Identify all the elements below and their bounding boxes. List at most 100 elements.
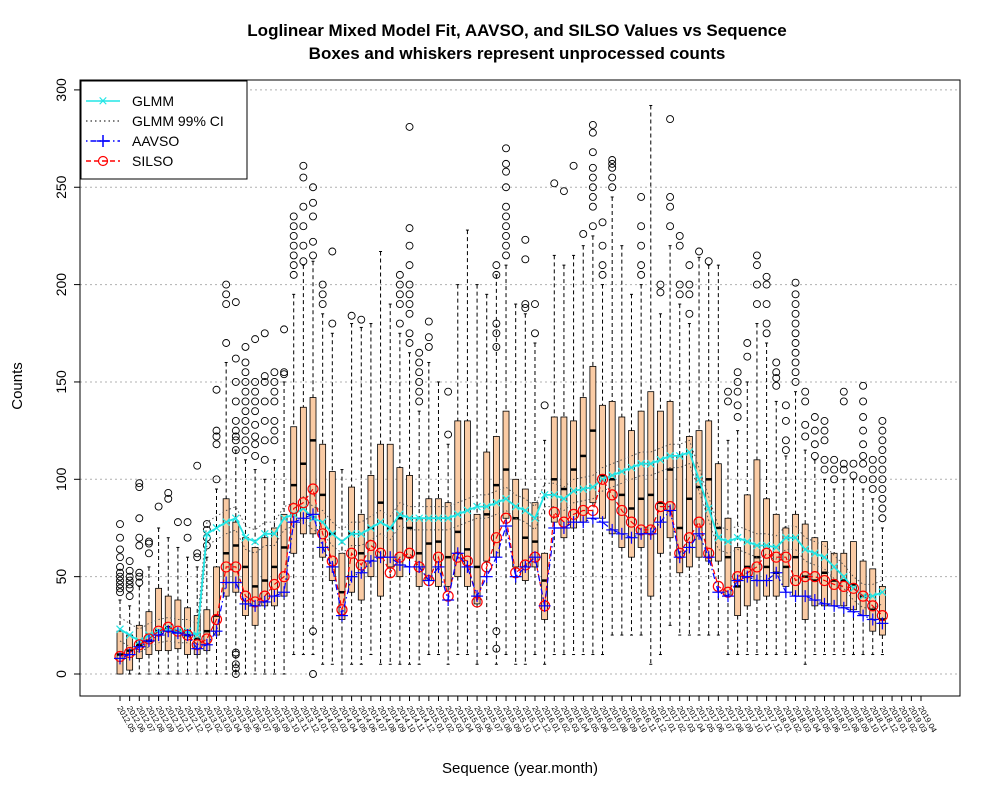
outlier-point [502, 144, 510, 153]
outlier-point [241, 378, 250, 386]
outlier-point [135, 572, 144, 581]
silso-point [288, 502, 300, 515]
box-iqr [309, 397, 317, 535]
outlier-point [820, 465, 829, 474]
legend-ci-label: GLMM 99% CI [132, 113, 224, 129]
box-2017.09 [733, 368, 742, 656]
outlier-point [502, 183, 510, 192]
outlier-point [878, 455, 887, 464]
box-iqr [531, 502, 539, 568]
outlier-point [395, 300, 404, 309]
glmm-point [328, 529, 337, 538]
outlier-point [318, 300, 327, 309]
aavso-point [557, 521, 570, 534]
silso-point [625, 516, 638, 528]
aavso-point [345, 570, 358, 583]
outlier-point [839, 459, 848, 468]
outlier-point [521, 255, 530, 264]
outlier-point [637, 193, 646, 201]
glmm-point [598, 475, 607, 484]
glmm-point [193, 631, 202, 639]
box-2012.10 [164, 488, 173, 675]
box-iqr [521, 488, 529, 581]
outlier-point [781, 446, 790, 455]
outlier-point [405, 224, 414, 233]
outlier-point [222, 280, 231, 289]
box-2013.04 [222, 280, 231, 675]
box-2012.11 [173, 518, 182, 675]
aavso-point [799, 590, 812, 603]
aavso-point [770, 566, 783, 579]
outlier-point [212, 426, 221, 435]
outlier-point [849, 459, 858, 468]
glmm-point [231, 514, 240, 523]
outlier-point [492, 644, 501, 653]
box-2014.08 [377, 251, 384, 665]
outlier-point [260, 436, 269, 445]
glmm-point [781, 533, 790, 542]
aavso-point [847, 605, 860, 618]
silso-point [365, 539, 377, 552]
outlier-point [588, 120, 597, 129]
legend-aavso-label: AAVSO [132, 133, 179, 149]
y-tick-label: 50 [53, 569, 69, 585]
glmm-point [473, 502, 481, 511]
outlier-point [415, 397, 424, 406]
box-2015.01 [424, 317, 433, 656]
silso-point [384, 567, 396, 579]
outlier-point [839, 387, 848, 396]
outlier-point [588, 128, 597, 137]
silso-point [346, 547, 358, 559]
outlier-point [231, 446, 240, 455]
outlier-point [347, 311, 356, 320]
outlier-point [608, 173, 617, 182]
box-iqr [444, 502, 452, 587]
glmm-point [820, 553, 829, 562]
aavso-point [538, 599, 551, 612]
outlier-point [878, 426, 887, 435]
box-2014.10 [395, 270, 404, 665]
glmm-point [878, 588, 887, 597]
aavso-point [162, 625, 175, 638]
box-iqr [628, 430, 635, 558]
outlier-point [270, 387, 279, 396]
glmm-point [386, 524, 395, 532]
aavso-point [451, 547, 464, 560]
outlier-point [424, 317, 433, 326]
outlier-point [212, 475, 221, 484]
glmm-point [366, 524, 375, 532]
aavso-point [664, 504, 677, 517]
glmm-point [646, 459, 655, 468]
outlier-point [588, 222, 597, 231]
legend-glmm: × GLMM [86, 93, 174, 109]
aavso-point [384, 551, 397, 564]
outlier-point [752, 300, 761, 309]
glmm-point [695, 475, 703, 484]
outlier-point [357, 315, 366, 324]
y-tick-label: 300 [53, 78, 69, 102]
outlier-point [791, 358, 800, 367]
box-iqr [357, 513, 365, 601]
outlier-point [231, 354, 240, 363]
glmm-point [627, 463, 636, 472]
outlier-point [801, 420, 810, 429]
outlier-point [280, 370, 289, 379]
glmm-point [212, 524, 221, 532]
aavso-point [326, 560, 339, 573]
outlier-point [193, 461, 202, 470]
aavso-point [500, 520, 513, 533]
outlier-point [598, 241, 607, 250]
outlier-point [830, 475, 839, 484]
outlier-point [762, 319, 771, 328]
outlier-point [270, 378, 279, 386]
outlier-point [666, 193, 675, 201]
box-2016.01 [540, 401, 549, 665]
silso-point [210, 613, 223, 626]
outlier-point [405, 339, 414, 347]
outlier-point [878, 485, 887, 493]
outlier-point [309, 670, 317, 678]
aavso-point [268, 590, 281, 603]
silso-line [119, 477, 883, 658]
box-2015.02 [435, 381, 442, 656]
outlier-point [405, 122, 414, 131]
